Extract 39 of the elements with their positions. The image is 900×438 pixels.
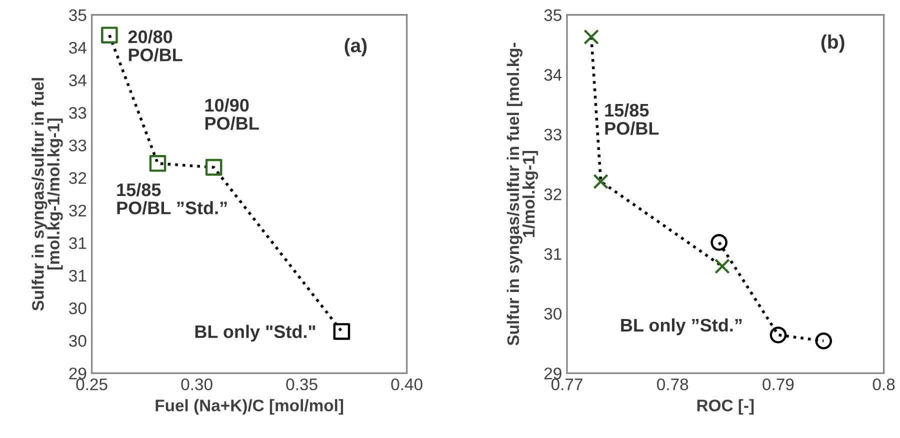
- y-tick-label: 33: [69, 107, 86, 119]
- y-tick-label: 30: [544, 308, 562, 320]
- annotation: (b): [821, 34, 844, 53]
- y-tick-label: 34: [69, 74, 86, 86]
- annotation: BL only ”Std.”: [621, 318, 742, 336]
- x-tick-label: 0.79: [762, 378, 794, 390]
- annotation: 15/85 PO/BL: [605, 103, 659, 135]
- y-tick-label: 34: [69, 42, 86, 54]
- x-tick-label: 0.30: [181, 378, 212, 390]
- x-tick-label: 0.8: [872, 378, 895, 390]
- x-tick-label: 0.25: [76, 378, 108, 390]
- y-tick-label: 32: [69, 204, 86, 217]
- y-tick-label: 35: [69, 9, 86, 22]
- y-tick-label: 32: [69, 172, 86, 184]
- y-tick-label: 31: [544, 248, 562, 260]
- y-tick-label: 32: [544, 188, 562, 200]
- y-tick-label: 33: [69, 140, 86, 152]
- y-tick-label: 30: [69, 335, 86, 347]
- annotation: 10/90 PO/BL: [205, 98, 259, 130]
- x-axis-title: Fuel (Na+K)/C [mol/mol]: [156, 399, 344, 415]
- x-axis-title: ROC [-]: [697, 399, 754, 415]
- y-tick-label: 30: [69, 302, 86, 314]
- annotation: 15/85 PO/BL ”Std.”: [117, 182, 227, 215]
- annotation: 20/80 PO/BL: [128, 30, 182, 62]
- y-axis-title: Sulfur in syngas/sulfur in fuel [mol.kg-1/mol.kg-1]: [32, 78, 63, 311]
- y-tick-label: 31: [69, 270, 86, 282]
- y-tick-label: 29: [544, 368, 562, 380]
- x-tick-label: 0.40: [391, 378, 422, 390]
- y-tick-label: 31: [69, 237, 86, 250]
- x-tick-label: 0.78: [657, 378, 688, 390]
- annotation: BL only "Std.": [195, 324, 316, 342]
- y-tick-label: 34: [544, 69, 562, 81]
- y-axis-title: Sulfur in syngas/sulfur in fuel [mol.kg- 1/mol.kg-1]: [506, 42, 538, 346]
- x-tick-label: 0.77: [551, 378, 582, 390]
- y-tick-label: 29: [69, 368, 86, 380]
- y-tick-label: 35: [544, 9, 562, 22]
- annotation: (a): [344, 38, 367, 56]
- y-tick-label: 33: [544, 128, 562, 141]
- x-tick-label: 0.35: [286, 378, 318, 390]
